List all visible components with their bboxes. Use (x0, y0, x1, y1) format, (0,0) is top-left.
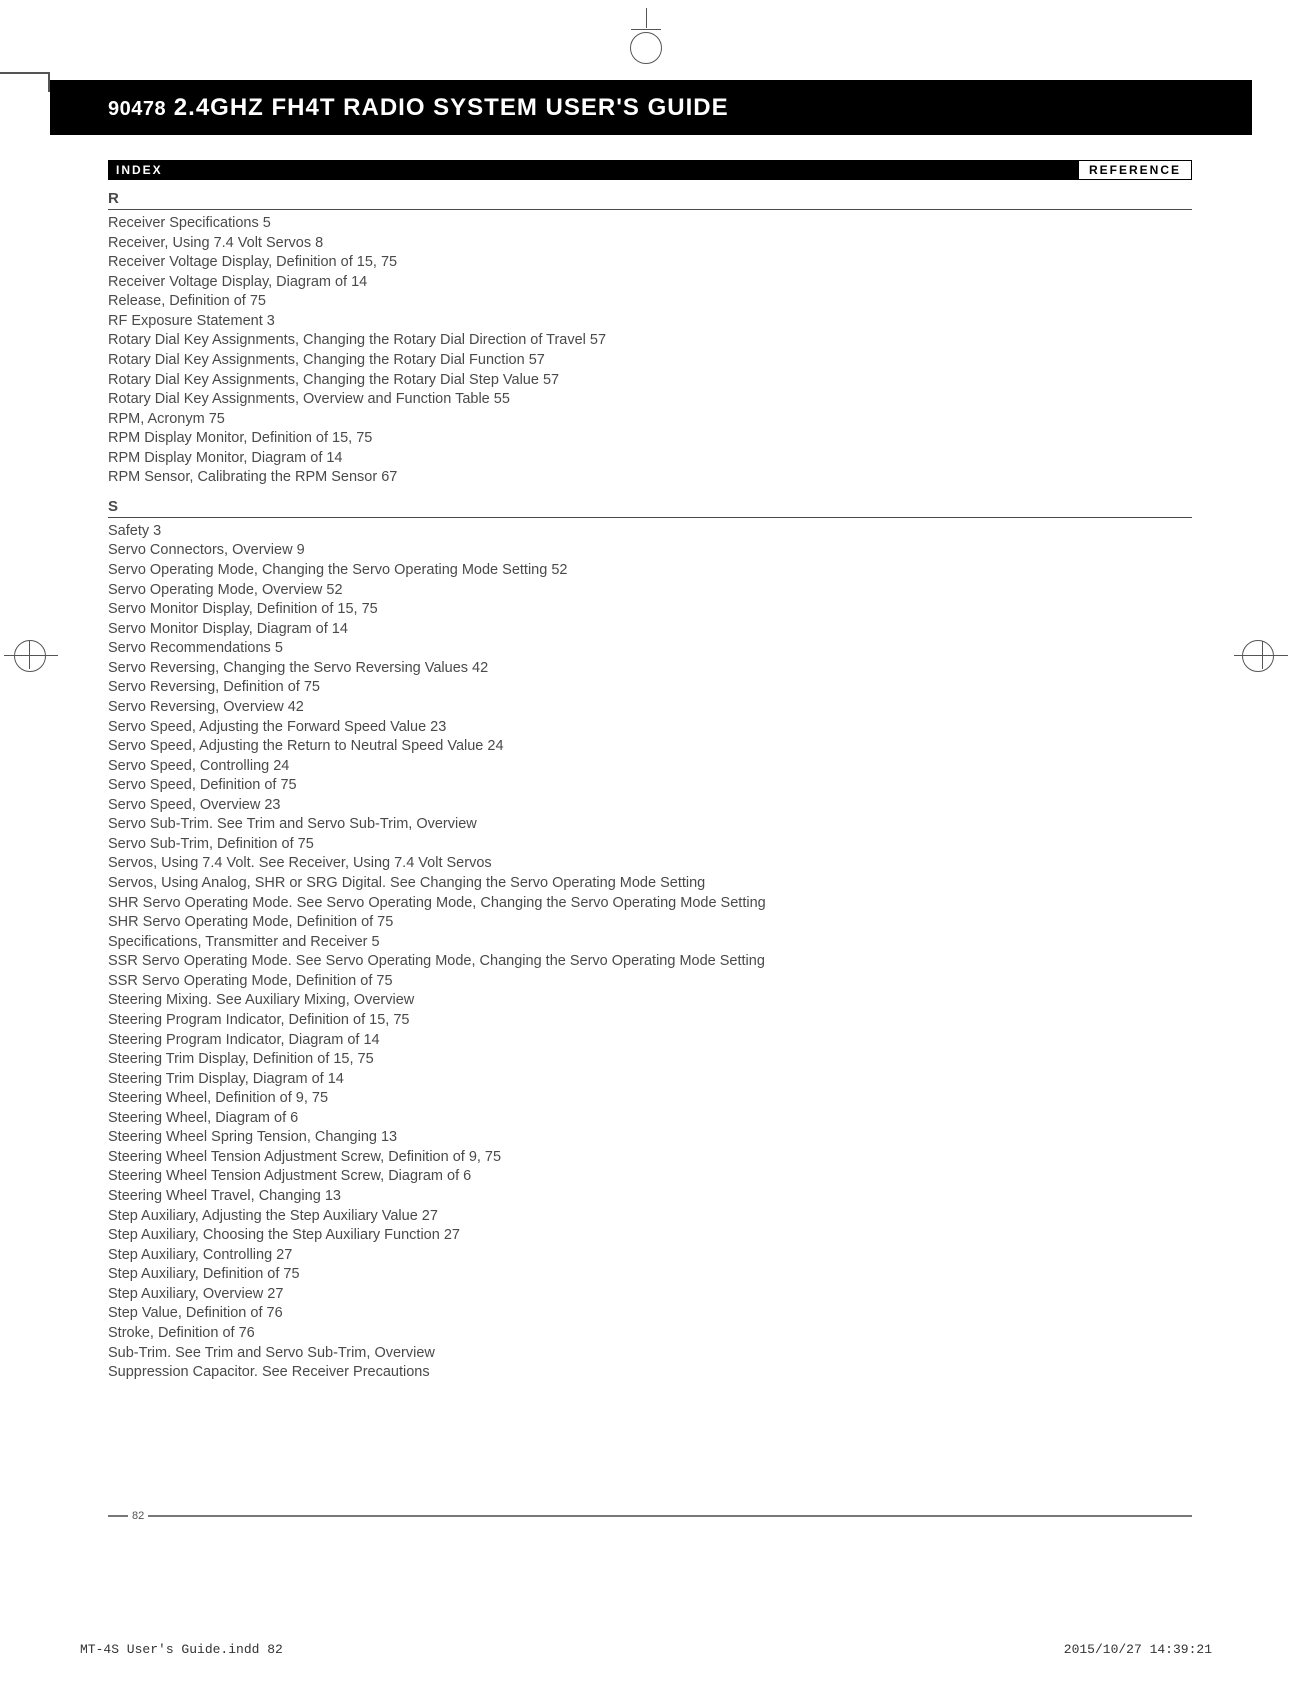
crop-mark-right (1242, 640, 1278, 676)
header-bar: 90478 2.4GHZ FH4T RADIO SYSTEM USER'S GU… (50, 80, 1252, 135)
index-entry: Rotary Dial Key Assignments, Changing th… (108, 371, 1192, 391)
index-entry: Steering Trim Display, Diagram of 14 (108, 1070, 1192, 1090)
crop-mark-left-h (4, 655, 58, 656)
index-entry: Safety 3 (108, 522, 1192, 542)
content-area: INDEX REFERENCE R Receiver Specifications… (108, 160, 1192, 1383)
page-number: 82 (128, 1510, 148, 1522)
index-entry: Servo Connectors, Overview 9 (108, 541, 1192, 561)
index-entry: Servo Operating Mode, Changing the Servo… (108, 561, 1192, 581)
footer: MT-4S User's Guide.indd 82 2015/10/27 14… (80, 1642, 1212, 1657)
index-entries-s: Safety 3Servo Connectors, Overview 9Serv… (108, 522, 1192, 1383)
index-entry: Step Auxiliary, Definition of 75 (108, 1265, 1192, 1285)
footer-left: MT-4S User's Guide.indd 82 (80, 1642, 283, 1657)
header-prefix: 90478 (108, 98, 166, 120)
index-entry: Receiver Specifications 5 (108, 214, 1192, 234)
index-entry: Steering Wheel Spring Tension, Changing … (108, 1128, 1192, 1148)
header-title-text: 2.4GHZ FH4T RADIO SYSTEM USER'S GUIDE (174, 94, 729, 121)
index-entry: SHR Servo Operating Mode. See Servo Oper… (108, 894, 1192, 914)
index-entry: Servo Speed, Definition of 75 (108, 776, 1192, 796)
index-entry: Rotary Dial Key Assignments, Changing th… (108, 331, 1192, 351)
crop-mark-right-v (1262, 641, 1263, 669)
index-entry: Steering Wheel Tension Adjustment Screw,… (108, 1148, 1192, 1168)
index-entry: Servos, Using 7.4 Volt. See Receiver, Us… (108, 854, 1192, 874)
index-entries-r: Receiver Specifications 5Receiver, Using… (108, 214, 1192, 488)
index-entry: Servo Speed, Controlling 24 (108, 757, 1192, 777)
index-entry: SHR Servo Operating Mode, Definition of … (108, 913, 1192, 933)
index-entry: Rotary Dial Key Assignments, Changing th… (108, 351, 1192, 371)
crop-mark-top (628, 18, 664, 54)
index-entry: Servo Monitor Display, Definition of 15,… (108, 600, 1192, 620)
index-entry: SSR Servo Operating Mode, Definition of … (108, 972, 1192, 992)
index-entry: Specifications, Transmitter and Receiver… (108, 933, 1192, 953)
index-entry: Steering Trim Display, Definition of 15,… (108, 1050, 1192, 1070)
index-entry: RPM, Acronym 75 (108, 410, 1192, 430)
index-entry: Servo Monitor Display, Diagram of 14 (108, 620, 1192, 640)
index-entry: Servo Speed, Overview 23 (108, 796, 1192, 816)
header-title: 90478 2.4GHZ FH4T RADIO SYSTEM USER'S GU… (108, 94, 729, 122)
index-entry: Servo Reversing, Definition of 75 (108, 678, 1192, 698)
index-entry: Steering Wheel, Diagram of 6 (108, 1109, 1192, 1129)
index-entry: Suppression Capacitor. See Receiver Prec… (108, 1363, 1192, 1383)
index-entry: Servo Reversing, Overview 42 (108, 698, 1192, 718)
index-entry: Servo Speed, Adjusting the Return to Neu… (108, 737, 1192, 757)
index-entry: Steering Wheel Travel, Changing 13 (108, 1187, 1192, 1207)
section-bar: INDEX REFERENCE (108, 160, 1192, 180)
index-entry: Servos, Using Analog, SHR or SRG Digital… (108, 874, 1192, 894)
page-number-bar: 82 (108, 1515, 1192, 1517)
section-bar-spacer (171, 160, 1078, 180)
crop-mark-left-v (29, 641, 30, 669)
section-index-label: INDEX (108, 160, 171, 180)
index-entry: Step Auxiliary, Adjusting the Step Auxil… (108, 1207, 1192, 1227)
index-letter-s: S (108, 498, 1192, 518)
index-entry: RF Exposure Statement 3 (108, 312, 1192, 332)
corner-line-h (0, 72, 48, 74)
footer-right: 2015/10/27 14:39:21 (1064, 1642, 1212, 1657)
index-entry: Servo Sub-Trim, Definition of 75 (108, 835, 1192, 855)
page-number-line-left (108, 1515, 128, 1517)
index-entry: RPM Sensor, Calibrating the RPM Sensor 6… (108, 468, 1192, 488)
index-entry: Servo Sub-Trim. See Trim and Servo Sub-T… (108, 815, 1192, 835)
crop-mark-top-h (631, 29, 661, 30)
index-entry: Steering Mixing. See Auxiliary Mixing, O… (108, 991, 1192, 1011)
index-entry: Release, Definition of 75 (108, 292, 1192, 312)
index-entry: Step Value, Definition of 76 (108, 1304, 1192, 1324)
crop-mark-right-h (1234, 655, 1288, 656)
index-entry: RPM Display Monitor, Diagram of 14 (108, 449, 1192, 469)
crop-mark-left (14, 640, 50, 676)
index-entry: Step Auxiliary, Overview 27 (108, 1285, 1192, 1305)
index-entry: Stroke, Definition of 76 (108, 1324, 1192, 1344)
index-entry: Steering Program Indicator, Diagram of 1… (108, 1031, 1192, 1051)
index-entry: Steering Program Indicator, Definition o… (108, 1011, 1192, 1031)
index-entry: Rotary Dial Key Assignments, Overview an… (108, 390, 1192, 410)
section-reference-label: REFERENCE (1078, 160, 1192, 180)
index-entry: Servo Speed, Adjusting the Forward Speed… (108, 718, 1192, 738)
index-letter-r: R (108, 190, 1192, 210)
index-entry: SSR Servo Operating Mode. See Servo Oper… (108, 952, 1192, 972)
index-entry: Servo Reversing, Changing the Servo Reve… (108, 659, 1192, 679)
index-entry: Steering Wheel Tension Adjustment Screw,… (108, 1167, 1192, 1187)
index-entry: Step Auxiliary, Choosing the Step Auxili… (108, 1226, 1192, 1246)
index-entry: Servo Operating Mode, Overview 52 (108, 581, 1192, 601)
index-entry: Receiver Voltage Display, Definition of … (108, 253, 1192, 273)
index-entry: Receiver Voltage Display, Diagram of 14 (108, 273, 1192, 293)
index-groups: R Receiver Specifications 5Receiver, Usin… (108, 190, 1192, 1383)
page-number-line-right (148, 1515, 1192, 1517)
index-entry: Step Auxiliary, Controlling 27 (108, 1246, 1192, 1266)
index-entry: Servo Recommendations 5 (108, 639, 1192, 659)
index-entry: RPM Display Monitor, Definition of 15, 7… (108, 429, 1192, 449)
index-entry: Steering Wheel, Definition of 9, 75 (108, 1089, 1192, 1109)
index-entry: Receiver, Using 7.4 Volt Servos 8 (108, 234, 1192, 254)
index-entry: Sub-Trim. See Trim and Servo Sub-Trim, O… (108, 1344, 1192, 1364)
